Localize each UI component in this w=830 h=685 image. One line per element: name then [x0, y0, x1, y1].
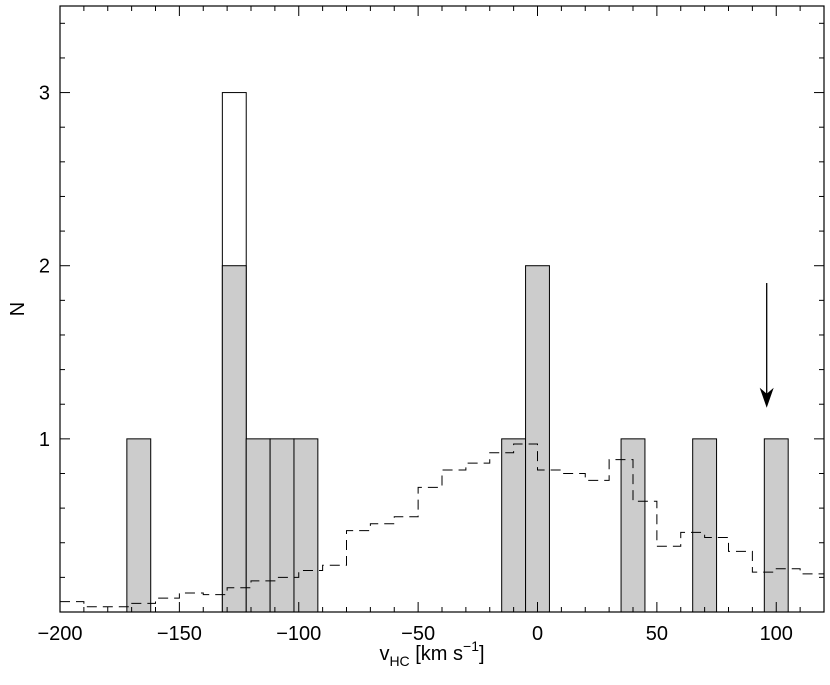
- x-axis-label: vHC [km s−1]: [379, 638, 484, 669]
- histogram-bar-filled: [245, 438, 271, 613]
- histogram-bar-filled: [126, 438, 152, 613]
- plot-frame: [59, 5, 825, 613]
- x-tick-label: −200: [37, 623, 82, 645]
- y-tick-label: 2: [39, 256, 50, 278]
- x-axis-label-subscript: HC: [389, 653, 409, 669]
- dashed-distribution: [60, 443, 824, 608]
- histogram-bar-filled: [269, 438, 295, 613]
- x-tick-label: 0: [532, 623, 543, 645]
- histogram-bar-filled: [692, 438, 718, 613]
- histogram-bar-filled: [763, 438, 789, 613]
- x-tick-label: −50: [401, 623, 435, 645]
- x-axis-label-superscript: −1: [463, 638, 479, 654]
- x-tick-label: −150: [157, 623, 202, 645]
- histogram-bar-filled: [501, 438, 527, 613]
- annotation-arrow: [759, 283, 774, 408]
- histogram-bar-filled: [525, 265, 550, 613]
- x-tick-label: −100: [276, 623, 321, 645]
- y-tick-label: 1: [39, 429, 50, 451]
- x-tick-label: 50: [646, 623, 668, 645]
- histogram-bar-filled: [293, 438, 319, 613]
- y-tick-label: 3: [39, 83, 50, 105]
- y-axis-label: N: [7, 302, 29, 316]
- x-axis-label-symbol: v: [379, 643, 389, 665]
- x-axis-label-close: ]: [479, 643, 485, 665]
- x-tick-label: 100: [760, 623, 793, 645]
- histogram-bar-filled: [221, 265, 247, 613]
- arrow-head: [759, 387, 774, 408]
- x-axis-label-units: [km s: [410, 643, 463, 665]
- dashed-step-line: [60, 443, 824, 608]
- histogram-bars: [126, 92, 789, 613]
- tick-labels: −200 −150 −100 −50 0 50 100 1 2 3: [37, 83, 792, 645]
